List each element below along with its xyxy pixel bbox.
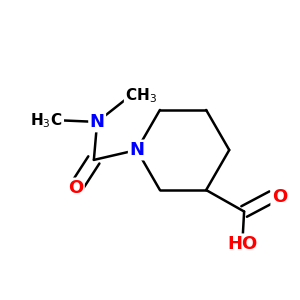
Text: CH$_3$: CH$_3$ (125, 86, 157, 105)
Text: H$_3$C: H$_3$C (31, 111, 63, 130)
Text: HO: HO (227, 235, 258, 253)
Text: N: N (129, 141, 144, 159)
Text: O: O (272, 188, 287, 206)
Text: N: N (90, 113, 105, 131)
Text: O: O (68, 179, 83, 197)
